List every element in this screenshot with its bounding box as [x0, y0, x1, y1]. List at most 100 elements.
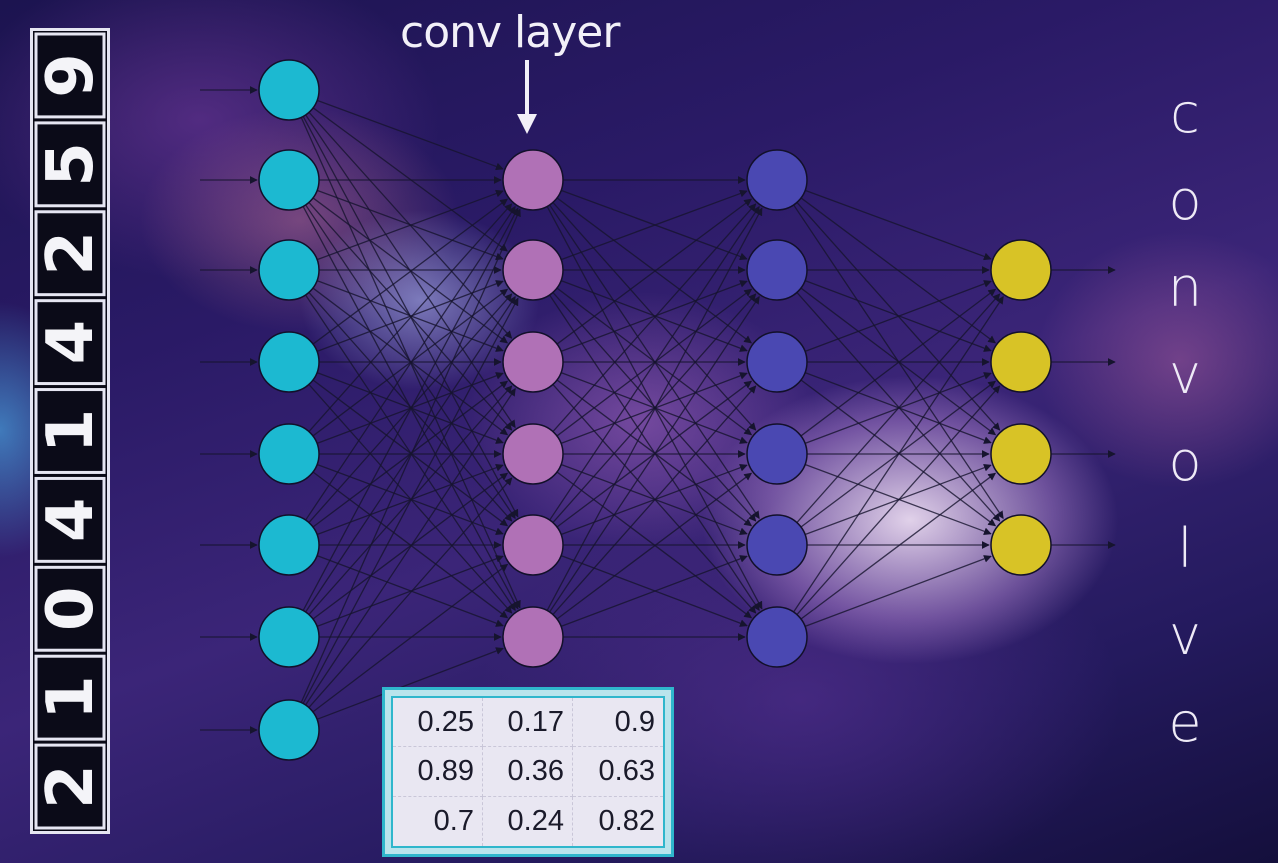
- edge-l2-5-1: [796, 385, 1001, 615]
- digit-images: 9 5 2 4 1 4 0 1 2: [34, 32, 108, 830]
- edge-l0-7-3: [308, 477, 513, 708]
- side-letter-5: l: [1177, 517, 1193, 580]
- edge-l2-5-0: [793, 295, 1004, 613]
- conv-layer-title: conv layer: [400, 7, 620, 58]
- edge-l0-7-4: [312, 563, 509, 713]
- input-node-7: [258, 699, 320, 761]
- edge-l1-5-2: [552, 385, 757, 615]
- hidden-node-3: [746, 423, 808, 485]
- hidden-node-5: [746, 606, 808, 668]
- digit-4: 1: [34, 409, 107, 454]
- side-letter-0: c: [1170, 82, 1200, 145]
- input-node-3: [258, 331, 320, 393]
- digit-cell-3: 4: [34, 299, 108, 386]
- edge-l0-7-0: [300, 208, 521, 703]
- edge-l0-6-0: [302, 207, 519, 611]
- kernel-cell-1-0: 0.89: [393, 747, 483, 797]
- edge-l1-2-1: [560, 280, 748, 353]
- conv-node-3: [502, 423, 564, 485]
- edge-l2-5-2: [800, 472, 997, 620]
- edge-l0-3-4: [312, 379, 509, 527]
- edge-l1-4-0: [549, 205, 760, 521]
- neuron-nodes: [258, 59, 1052, 761]
- hidden-node-2: [746, 331, 808, 393]
- edge-l0-7-2: [305, 388, 516, 706]
- kernel-cell-2-0: 0.7: [393, 796, 483, 846]
- kernel-cell-2-2: 0.82: [598, 804, 655, 837]
- edge-l0-2-4: [308, 292, 513, 522]
- output-node-3: [990, 514, 1052, 576]
- conv-node-2: [502, 331, 564, 393]
- edge-l0-2-2: [316, 279, 504, 352]
- edge-l2-2-3: [800, 379, 997, 527]
- convolution-kernel: 0.25 0.17 0.9 0.89 0.36 0.63 0.7 0.24 0.82: [382, 687, 674, 857]
- edge-l1-5-3: [556, 472, 753, 620]
- edge-l1-1-0: [560, 189, 748, 261]
- edge-l1-5-1: [549, 295, 760, 613]
- input-node-5: [258, 514, 320, 576]
- conv-node-4: [502, 514, 564, 576]
- digit-3: 4: [34, 320, 107, 365]
- digit-cell-1: 5: [34, 121, 108, 208]
- edge-l2-3-0: [800, 288, 997, 437]
- digit-frame-5: [34, 476, 106, 563]
- edge-l0-7-5: [316, 647, 504, 720]
- edge-l0-4-0: [308, 203, 513, 433]
- digit-frame-7: [34, 654, 106, 741]
- edge-l0-3-0: [312, 198, 508, 345]
- edge-l1-2-4: [556, 379, 753, 527]
- edge-l2-1-3: [796, 292, 1001, 522]
- digit-frame-2: [34, 210, 106, 297]
- hidden-node-4: [746, 514, 808, 576]
- input-node-2: [258, 239, 320, 301]
- edge-l0-0-0: [316, 99, 504, 171]
- digit-cell-6: 0: [34, 565, 108, 652]
- hidden-node-0: [746, 149, 808, 211]
- edge-l0-5-1: [308, 293, 513, 523]
- edge-l0-7-1: [302, 297, 519, 704]
- input-node-6: [258, 606, 320, 668]
- conv-node-5: [502, 606, 564, 668]
- digit-cell-8: 2: [34, 743, 108, 830]
- input-node-0: [258, 59, 320, 121]
- digit-2: 2: [34, 231, 107, 276]
- digit-frame-6: [34, 565, 106, 652]
- kernel-grid: 0.25 0.17 0.9 0.89 0.36 0.63 0.7 0.24 0.82: [391, 696, 665, 848]
- edge-l0-5-5: [316, 554, 504, 627]
- edge-l0-6-4: [316, 555, 504, 628]
- edge-l1-4-5: [560, 554, 748, 627]
- edge-l1-3-0: [552, 203, 757, 433]
- edge-l0-4-4: [316, 463, 504, 536]
- kernel-cell-0-2: 0.9: [573, 698, 663, 748]
- hidden-node-1: [746, 239, 808, 301]
- side-letter-4: o: [1168, 430, 1202, 493]
- edge-l0-3-1: [316, 280, 504, 353]
- edge-l1-4-1: [552, 293, 757, 523]
- digit-0: 9: [34, 53, 107, 98]
- side-letter-2: n: [1167, 256, 1203, 319]
- side-letter-6: v: [1169, 604, 1201, 667]
- edge-l2-4-0: [796, 293, 1001, 523]
- kernel-cell-0-0: 0.25: [393, 698, 483, 748]
- kernel-cell-0-1: 0.17: [483, 698, 573, 748]
- output-node-2: [990, 423, 1052, 485]
- digit-frame-3: [34, 299, 106, 386]
- edge-l1-3-4: [560, 463, 748, 536]
- digit-frame-4: [34, 388, 106, 474]
- conv-node-0: [502, 149, 564, 211]
- connection-edges: [200, 86, 1116, 734]
- side-letter-1: o: [1168, 169, 1202, 232]
- edge-l2-5-3: [804, 555, 992, 628]
- digit-frame-0: [34, 32, 106, 119]
- digit-5: 4: [34, 498, 107, 543]
- edge-l2-2-0: [804, 280, 992, 353]
- edge-l1-1-2: [560, 279, 748, 352]
- conv-node-1: [502, 239, 564, 301]
- digit-cell-7: 1: [34, 654, 108, 741]
- digit-cell-0: 9: [34, 32, 108, 119]
- digit-cell-4: 1: [34, 388, 108, 474]
- edge-l1-2-0: [556, 198, 752, 345]
- side-letter-3: v: [1169, 343, 1201, 406]
